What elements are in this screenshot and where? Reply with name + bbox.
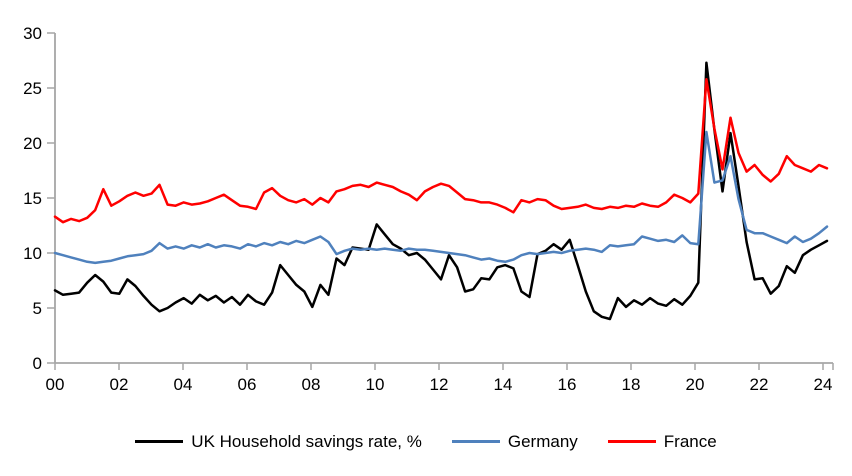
svg-text:10: 10	[366, 375, 385, 394]
svg-text:14: 14	[494, 375, 513, 394]
svg-text:15: 15	[23, 189, 42, 208]
svg-text:22: 22	[750, 375, 769, 394]
svg-text:25: 25	[23, 79, 42, 98]
legend-label-france: France	[663, 431, 717, 451]
savings-rate-line-chart: 0 5 10 15 20 25 30 00 02 04 06 08 10 12 14 16 18 20 22 24	[23, 24, 834, 394]
svg-text:18: 18	[622, 375, 641, 394]
svg-text:24: 24	[814, 375, 833, 394]
svg-text:5: 5	[33, 299, 42, 318]
legend-item-uk: UK Household savings rate, %	[135, 433, 422, 450]
legend-line-sample-germany	[451, 439, 500, 443]
legend-line-sample-uk	[135, 439, 184, 443]
legend-item-germany: Germany	[451, 431, 578, 451]
legend-item-france: France	[607, 431, 717, 451]
chart-canvas: 0 5 10 15 20 25 30 00 02 04 06 08 10 12 14 16 18 20 22 24	[23, 24, 834, 394]
chart-legend: UK Household savings rate, % Germany Fra…	[0, 424, 852, 458]
svg-text:16: 16	[558, 375, 577, 394]
svg-text:20: 20	[23, 134, 42, 153]
svg-text:04: 04	[174, 375, 193, 394]
svg-text:02: 02	[110, 375, 129, 394]
svg-text:06: 06	[238, 375, 257, 394]
svg-text:10: 10	[23, 244, 42, 263]
svg-text:00: 00	[46, 375, 65, 394]
svg-text:20: 20	[686, 375, 705, 394]
svg-text:08: 08	[302, 375, 321, 394]
legend-label-uk: UK Household savings rate, %	[191, 431, 422, 451]
legend-line-sample-france	[607, 439, 656, 443]
legend-label-germany: Germany	[507, 431, 578, 451]
svg-text:0: 0	[33, 354, 42, 373]
svg-text:12: 12	[430, 375, 449, 394]
svg-text:30: 30	[23, 24, 42, 43]
